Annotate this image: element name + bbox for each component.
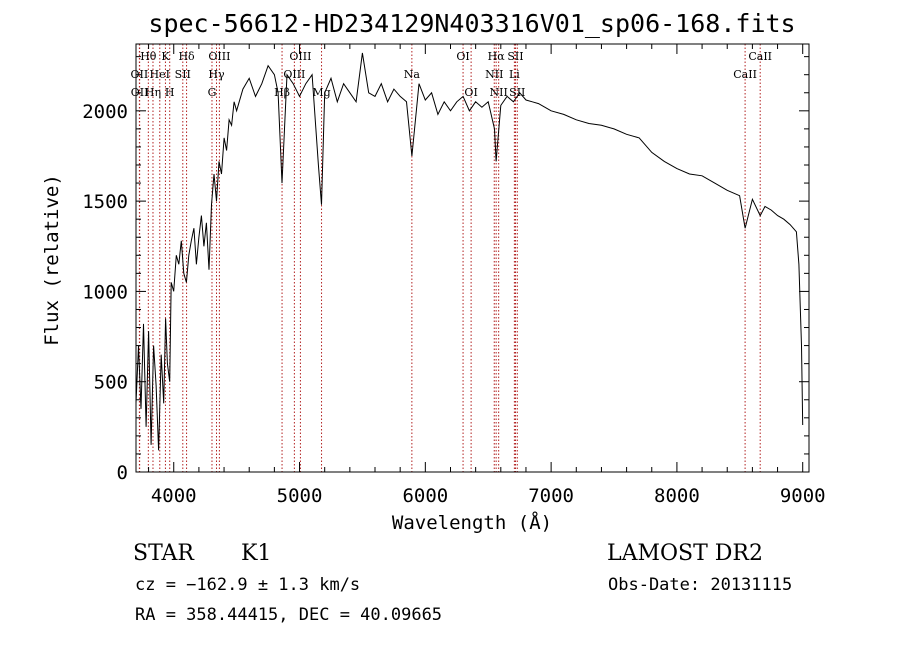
line-marker-label: NII — [485, 68, 503, 81]
line-marker-label: K — [161, 50, 170, 63]
x-tick-label: 8000 — [654, 485, 700, 507]
y-tick-label: 2000 — [82, 101, 128, 123]
line-marker-label: Hθ — [140, 50, 157, 63]
x-axis-label: Wavelength (Å) — [392, 511, 552, 534]
x-tick-label: 6000 — [402, 485, 448, 507]
line-marker-label: OI — [464, 86, 477, 99]
x-tick-label: 7000 — [528, 485, 574, 507]
line-marker-label: NII — [490, 86, 508, 99]
subclass-label: K1 — [241, 541, 271, 566]
line-marker-label: G — [208, 86, 217, 99]
line-marker-label: H — [165, 86, 175, 99]
x-tick-label: 4000 — [151, 485, 197, 507]
line-marker-label: Hγ — [208, 68, 225, 81]
y-axis-ticks: 0 500 1000 1500 2000 — [82, 56, 809, 484]
survey-label: LAMOST DR2 — [607, 541, 763, 566]
obs-date-text: Obs-Date: 20131115 — [608, 575, 792, 595]
plot-frame — [135, 43, 810, 473]
redshift-text: cz = −162.9 ± 1.3 km/s — [135, 575, 360, 595]
line-marker-label: CaII — [748, 50, 772, 63]
x-axis-ticks: 4000 5000 6000 7000 8000 9000 — [148, 44, 826, 507]
line-marker-label: Li — [509, 68, 520, 81]
line-marker-label: SII — [507, 50, 523, 63]
line-marker-label: SII — [175, 68, 191, 81]
class-label: STAR — [133, 541, 195, 566]
line-marker-label: HeI — [150, 68, 170, 81]
y-tick-label: 1500 — [82, 191, 128, 213]
chart-title: spec-56612-HD234129N403316V01_sp06-168.f… — [148, 9, 795, 38]
line-marker-label: Mg — [312, 86, 330, 99]
line-marker-label: OI — [456, 50, 469, 63]
line-marker-label: SII — [509, 86, 525, 99]
line-marker-label: CaII — [733, 68, 757, 81]
line-marker-label: Hδ — [178, 50, 195, 63]
line-marker-label: Hη — [145, 86, 161, 99]
line-marker-label: OIII — [208, 50, 230, 63]
coords-text: RA = 358.44415, DEC = 40.09665 — [135, 605, 442, 625]
spectrum-line — [135, 52, 804, 451]
y-tick-label: 500 — [94, 372, 128, 394]
line-markers — [138, 44, 761, 472]
line-marker-label: Hβ — [274, 86, 290, 99]
line-marker-label: OIII — [289, 50, 311, 63]
line-marker-label: Na — [404, 68, 421, 81]
x-tick-label: 9000 — [780, 485, 826, 507]
y-tick-label: 1000 — [82, 281, 128, 303]
line-marker-label: Hα — [488, 50, 506, 63]
y-tick-label: 0 — [117, 462, 128, 484]
x-tick-label: 5000 — [277, 485, 323, 507]
y-axis-label: Flux (relative) — [41, 174, 63, 346]
